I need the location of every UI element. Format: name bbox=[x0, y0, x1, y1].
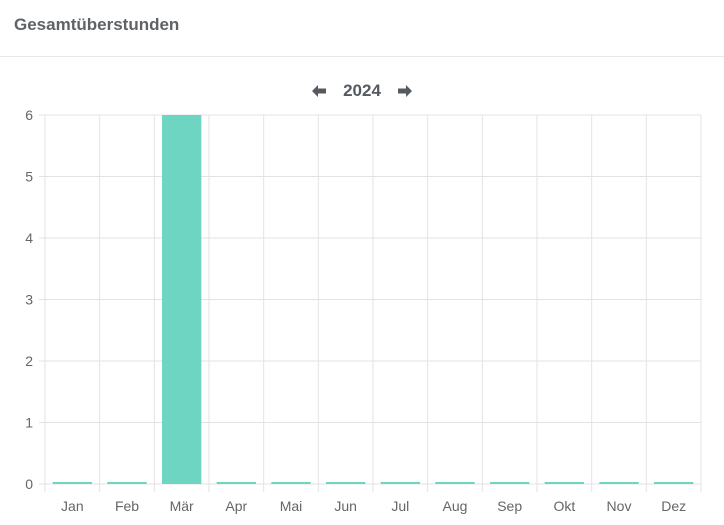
y-tick-label: 2 bbox=[25, 353, 33, 369]
y-tick-label: 6 bbox=[25, 107, 33, 123]
x-tick-label: Sep bbox=[497, 498, 522, 514]
card-header: Gesamtüberstunden bbox=[0, 0, 724, 57]
x-tick-label: Feb bbox=[115, 498, 139, 514]
bar-aug[interactable] bbox=[435, 482, 475, 484]
y-tick-label: 5 bbox=[25, 169, 33, 185]
x-tick-label: Apr bbox=[225, 498, 247, 514]
x-tick-label: Aug bbox=[443, 498, 468, 514]
y-tick-label: 3 bbox=[25, 292, 33, 308]
x-tick-label: Dez bbox=[661, 498, 686, 514]
chart-bars bbox=[52, 115, 694, 484]
y-tick-label: 4 bbox=[25, 230, 33, 246]
x-tick-label: Mai bbox=[280, 498, 303, 514]
bar-nov[interactable] bbox=[599, 482, 639, 484]
bar-jan[interactable] bbox=[52, 482, 93, 484]
bar-feb[interactable] bbox=[107, 482, 147, 484]
bar-apr[interactable] bbox=[216, 482, 257, 484]
year-navigation: 2024 bbox=[0, 80, 724, 101]
arrow-right-icon[interactable] bbox=[396, 82, 414, 100]
x-tick-label: Mär bbox=[170, 498, 194, 514]
y-tick-label: 0 bbox=[25, 476, 33, 492]
x-axis-ticks: Jan Feb Mär Apr Mai Jun Jul Aug Sep Okt Nov Dez bbox=[61, 498, 686, 514]
bar-mai[interactable] bbox=[271, 482, 311, 484]
y-axis-ticks: 0 1 2 3 4 5 6 bbox=[25, 107, 33, 492]
bar-sep[interactable] bbox=[489, 482, 530, 484]
year-label: 2024 bbox=[343, 80, 381, 100]
bar-mär[interactable] bbox=[161, 115, 202, 484]
x-tick-label: Nov bbox=[607, 498, 632, 514]
x-tick-label: Jan bbox=[61, 498, 84, 514]
bar-jul[interactable] bbox=[380, 482, 421, 484]
bar-dez[interactable] bbox=[653, 482, 694, 484]
x-tick-label: Okt bbox=[553, 498, 575, 514]
bar-okt[interactable] bbox=[544, 482, 585, 484]
y-tick-label: 1 bbox=[25, 415, 33, 431]
bar-jun[interactable] bbox=[325, 482, 366, 484]
x-tick-label: Jun bbox=[334, 498, 357, 514]
arrow-left-icon[interactable] bbox=[310, 82, 328, 100]
x-tick-label: Jul bbox=[391, 498, 409, 514]
card-title: Gesamtüberstunden bbox=[14, 15, 180, 34]
chart-grid bbox=[39, 114, 702, 492]
